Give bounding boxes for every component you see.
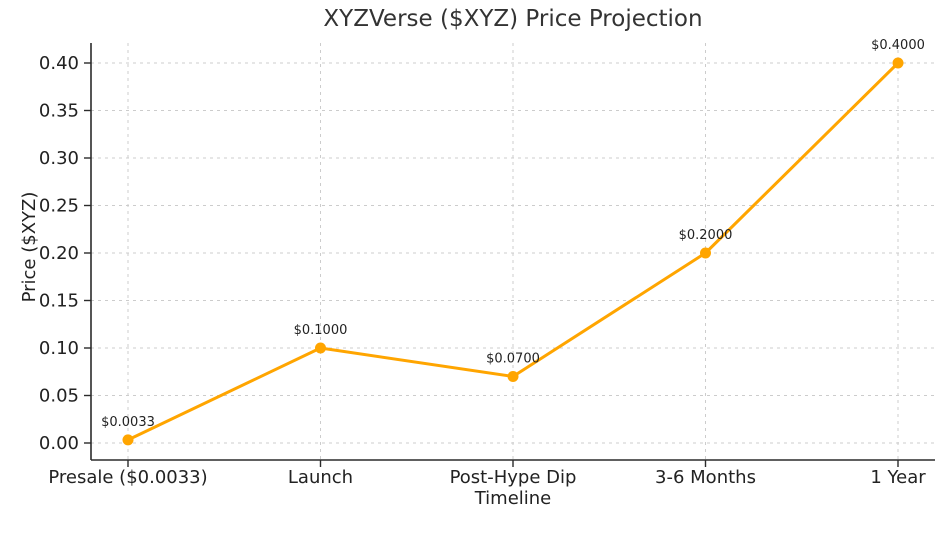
x-tick-label: Launch — [288, 467, 353, 488]
data-point-marker — [315, 342, 326, 354]
data-point-marker — [122, 434, 134, 446]
x-tick-label: 3-6 Months — [655, 467, 756, 488]
data-point-label: $0.0033 — [101, 415, 155, 430]
y-tick-label: 0.25 — [39, 196, 79, 217]
data-point-label: $0.1000 — [294, 323, 348, 338]
y-tick-label: 0.05 — [39, 386, 79, 407]
data-point-label: $0.4000 — [871, 38, 925, 53]
x-tick-label: Presale ($0.0033) — [48, 467, 207, 488]
data-point-marker — [892, 57, 904, 69]
price-line — [126, 61, 900, 442]
data-point-marker — [507, 371, 519, 382]
axes — [84, 43, 935, 467]
y-tick-label: 0.35 — [39, 101, 79, 122]
data-point-label: $0.2000 — [679, 228, 733, 243]
x-axis-label: Timeline — [474, 488, 552, 509]
y-tick-label: 0.20 — [39, 243, 79, 264]
data-point-label: $0.0700 — [486, 352, 540, 367]
point-annotations: $0.0033 $0.1000 $0.0700 $0.2000 $0.4000 — [101, 38, 925, 430]
chart-title: XYZVerse ($XYZ) Price Projection — [323, 6, 703, 32]
data-point-marker — [700, 247, 711, 259]
y-tick-label: 0.30 — [39, 148, 79, 169]
x-tick-label: 1 Year — [870, 467, 926, 488]
tick-labels: 0.00 0.05 0.10 0.15 0.20 0.25 0.30 0.35 0.40 Pres… — [39, 53, 926, 488]
price-series-line — [126, 61, 900, 442]
gridlines — [91, 43, 935, 460]
y-tick-label: 0.10 — [39, 338, 79, 359]
data-points — [122, 57, 904, 446]
x-tick-label: Post-Hype Dip — [450, 467, 577, 488]
y-tick-label: 0.00 — [39, 433, 79, 454]
y-tick-label: 0.40 — [39, 53, 79, 74]
y-tick-label: 0.15 — [39, 291, 79, 312]
